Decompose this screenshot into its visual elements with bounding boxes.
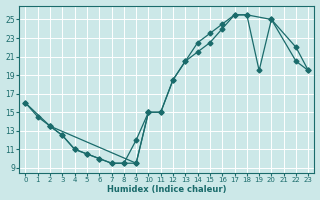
X-axis label: Humidex (Indice chaleur): Humidex (Indice chaleur) xyxy=(107,185,227,194)
